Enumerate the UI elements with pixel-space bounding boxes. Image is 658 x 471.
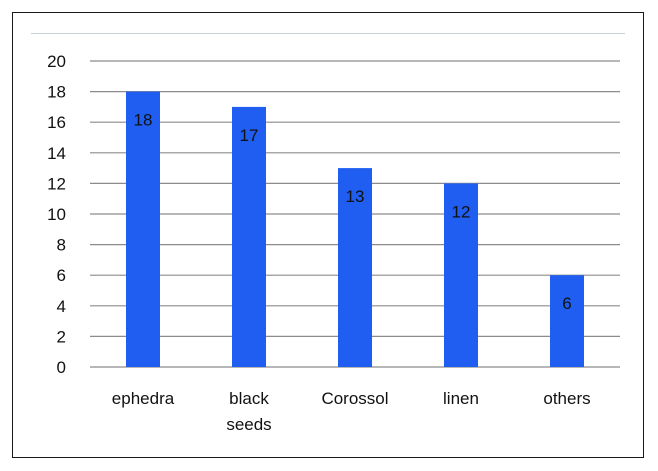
category-label-line: black xyxy=(229,389,269,408)
bar xyxy=(126,91,160,367)
y-tick-label: 4 xyxy=(57,297,66,316)
category-label-line: others xyxy=(543,389,590,408)
category-label: black seeds xyxy=(226,389,271,434)
y-tick-label: 18 xyxy=(47,83,66,102)
category-label: Corossol xyxy=(321,389,388,408)
y-tick-label: 2 xyxy=(57,327,66,346)
category-label-line: Corossol xyxy=(321,389,388,408)
data-label: 12 xyxy=(452,202,471,221)
top-rule xyxy=(31,33,625,34)
chart-frame xyxy=(12,12,644,458)
category-label-line: linen xyxy=(443,389,479,408)
y-tick-label: 14 xyxy=(47,144,66,163)
category-label: ephedra xyxy=(112,389,175,408)
category-label: others xyxy=(543,389,590,408)
y-tick-label: 8 xyxy=(57,236,66,255)
data-label: 6 xyxy=(562,294,571,313)
data-label: 17 xyxy=(240,126,259,145)
y-tick-label: 12 xyxy=(47,174,66,193)
bars xyxy=(126,91,584,368)
bar xyxy=(232,106,266,368)
data-labels: 18 17 13 12 6 xyxy=(134,111,572,314)
category-label-line: ephedra xyxy=(112,389,175,408)
category-label: linen xyxy=(443,389,479,408)
bar xyxy=(444,183,478,367)
bar xyxy=(550,275,584,367)
y-tick-label: 10 xyxy=(47,205,66,224)
x-axis-categories: ephedra black seeds Corossol linen others xyxy=(112,389,591,434)
category-label-line: seeds xyxy=(226,415,271,434)
y-tick-label: 20 xyxy=(47,52,66,71)
y-axis-ticks: 0 2 4 6 8 10 12 14 16 18 20 xyxy=(47,52,66,377)
y-tick-label: 0 xyxy=(57,358,66,377)
data-label: 18 xyxy=(134,111,153,130)
y-tick-label: 6 xyxy=(57,266,66,285)
data-label: 13 xyxy=(346,187,365,206)
y-tick-label: 16 xyxy=(47,113,66,132)
bar xyxy=(338,168,372,367)
